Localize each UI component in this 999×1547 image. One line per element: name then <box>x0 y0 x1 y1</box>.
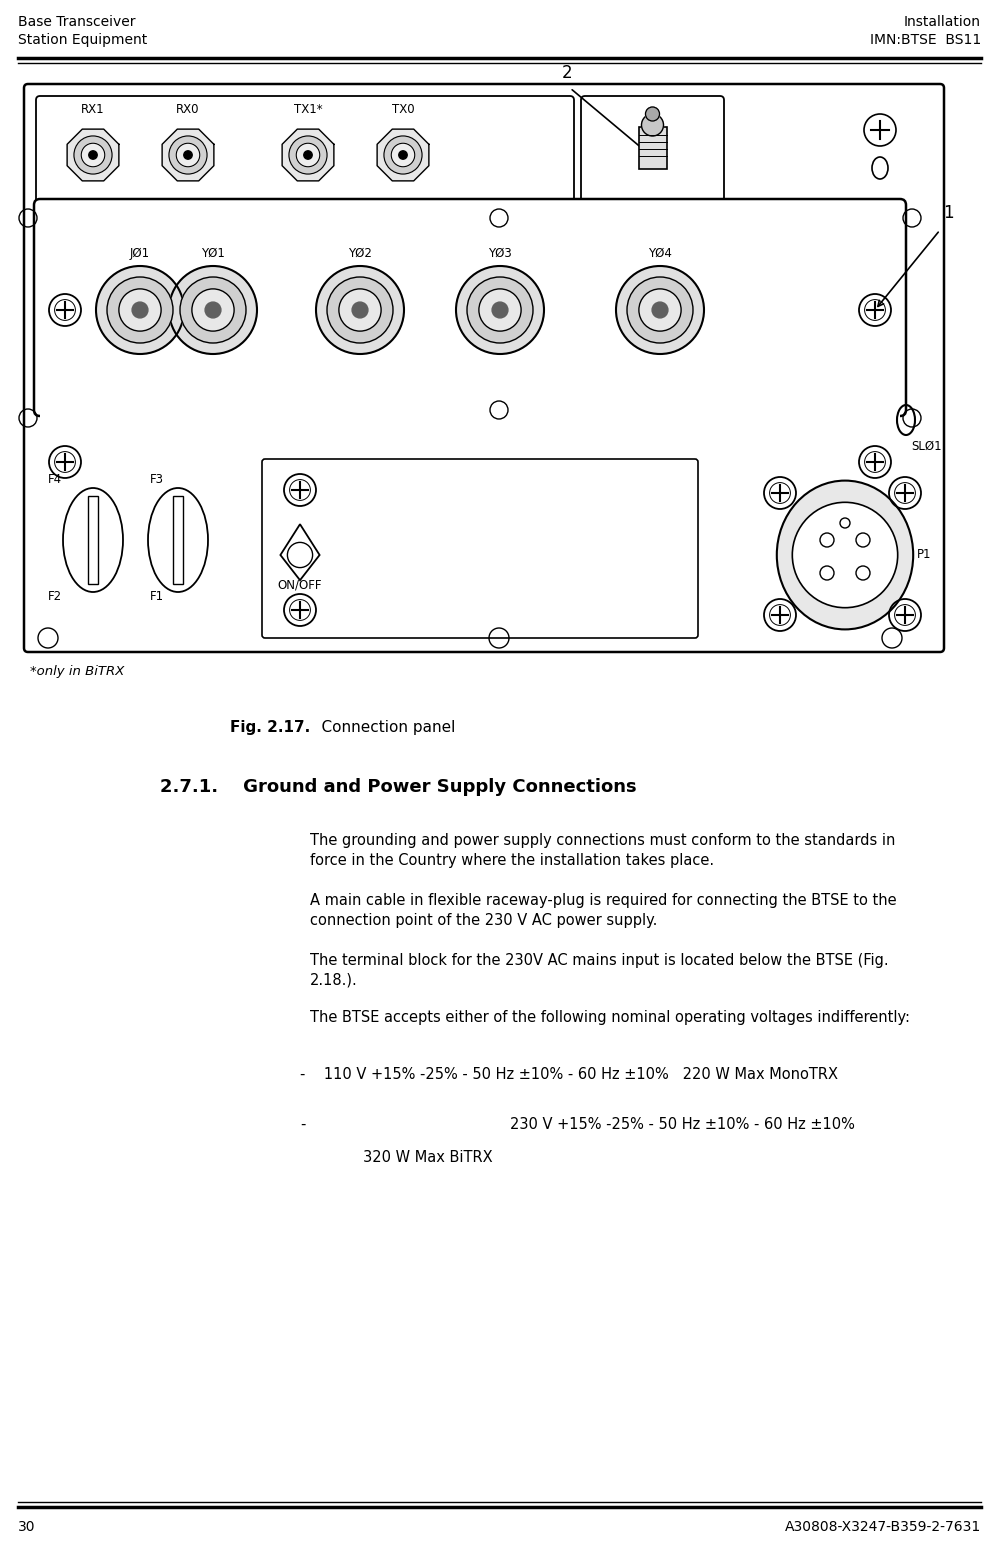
FancyBboxPatch shape <box>581 96 724 204</box>
Text: IMN:BTSE  BS11: IMN:BTSE BS11 <box>870 32 981 46</box>
Circle shape <box>840 518 850 528</box>
FancyBboxPatch shape <box>262 459 698 637</box>
Polygon shape <box>67 128 119 181</box>
Circle shape <box>205 302 221 319</box>
Text: Station Equipment: Station Equipment <box>18 32 147 46</box>
FancyBboxPatch shape <box>36 96 574 204</box>
Text: -: - <box>300 1117 306 1132</box>
Text: F3: F3 <box>150 473 164 486</box>
Text: The terminal block for the 230V AC mains input is located below the BTSE (Fig.
2: The terminal block for the 230V AC mains… <box>310 953 889 989</box>
Text: YØ2: YØ2 <box>348 248 372 260</box>
Circle shape <box>641 114 663 136</box>
Circle shape <box>479 289 521 331</box>
Circle shape <box>184 150 192 159</box>
Text: A30808-X3247-B359-2-7631: A30808-X3247-B359-2-7631 <box>785 1521 981 1535</box>
Circle shape <box>316 266 404 354</box>
Text: TX1*: TX1* <box>294 104 323 116</box>
Bar <box>173 495 183 585</box>
Circle shape <box>616 266 704 354</box>
Text: 230 V +15% -25% - 50 Hz ±10% - 60 Hz ±10%: 230 V +15% -25% - 50 Hz ±10% - 60 Hz ±10… <box>510 1117 855 1132</box>
Text: *only in BiTRX: *only in BiTRX <box>30 665 124 678</box>
Circle shape <box>169 136 207 175</box>
Circle shape <box>288 543 313 568</box>
Bar <box>638 127 666 169</box>
Text: Fig. 2.17.: Fig. 2.17. <box>230 719 311 735</box>
Text: 1: 1 <box>943 204 953 223</box>
Circle shape <box>856 566 870 580</box>
Circle shape <box>339 289 382 331</box>
Circle shape <box>119 289 161 331</box>
Circle shape <box>856 534 870 548</box>
Text: The grounding and power supply connections must conform to the standards in
forc: The grounding and power supply connectio… <box>310 832 895 868</box>
Text: RX0: RX0 <box>176 104 200 116</box>
Bar <box>40 410 900 463</box>
Text: 2: 2 <box>561 63 572 82</box>
Text: SLØ1: SLØ1 <box>911 439 942 453</box>
Text: The BTSE accepts either of the following nominal operating voltages indifferentl: The BTSE accepts either of the following… <box>310 1010 910 1026</box>
Text: A main cable in flexible raceway-plug is required for connecting the BTSE to the: A main cable in flexible raceway-plug is… <box>310 893 897 928</box>
Text: 2.7.1.    Ground and Power Supply Connections: 2.7.1. Ground and Power Supply Connectio… <box>160 778 636 797</box>
Circle shape <box>176 144 200 167</box>
Text: JØ1: JØ1 <box>130 248 150 260</box>
Circle shape <box>639 289 681 331</box>
Circle shape <box>399 150 408 159</box>
Circle shape <box>132 302 148 319</box>
Ellipse shape <box>777 481 913 630</box>
Polygon shape <box>162 128 214 181</box>
Bar <box>88 495 98 585</box>
Circle shape <box>352 302 368 319</box>
Circle shape <box>456 266 544 354</box>
Polygon shape <box>282 128 334 181</box>
Circle shape <box>289 136 327 175</box>
Circle shape <box>89 150 97 159</box>
Text: Connection panel: Connection panel <box>302 719 456 735</box>
Text: TX0: TX0 <box>392 104 415 116</box>
Circle shape <box>192 289 234 331</box>
Text: Base Transceiver: Base Transceiver <box>18 15 136 29</box>
Text: YØ4: YØ4 <box>648 248 672 260</box>
Circle shape <box>820 566 834 580</box>
Circle shape <box>81 144 105 167</box>
Polygon shape <box>281 524 320 580</box>
Text: F2: F2 <box>48 589 62 603</box>
Text: F4: F4 <box>48 473 62 486</box>
Circle shape <box>792 503 898 608</box>
Text: 320 W Max BiTRX: 320 W Max BiTRX <box>340 1149 493 1165</box>
Circle shape <box>652 302 668 319</box>
Circle shape <box>467 277 533 343</box>
Circle shape <box>645 107 659 121</box>
Text: 30: 30 <box>18 1521 36 1535</box>
Circle shape <box>96 266 184 354</box>
Circle shape <box>493 302 507 319</box>
Text: F1: F1 <box>150 589 164 603</box>
Ellipse shape <box>63 487 123 593</box>
Text: ON/OFF: ON/OFF <box>278 579 323 591</box>
FancyBboxPatch shape <box>34 200 906 416</box>
Circle shape <box>327 277 393 343</box>
Text: -    110 V +15% -25% - 50 Hz ±10% - 60 Hz ±10%   220 W Max MonoTRX: - 110 V +15% -25% - 50 Hz ±10% - 60 Hz ±… <box>300 1067 838 1081</box>
Polygon shape <box>378 128 429 181</box>
Ellipse shape <box>148 487 208 593</box>
Circle shape <box>169 266 257 354</box>
Text: YØ1: YØ1 <box>201 248 225 260</box>
Circle shape <box>180 277 246 343</box>
Circle shape <box>74 136 112 175</box>
Circle shape <box>384 136 422 175</box>
Text: Installation: Installation <box>904 15 981 29</box>
Circle shape <box>820 534 834 548</box>
FancyBboxPatch shape <box>24 84 944 651</box>
Circle shape <box>304 150 313 159</box>
Circle shape <box>107 277 173 343</box>
Circle shape <box>627 277 693 343</box>
Text: YØ3: YØ3 <box>489 248 511 260</box>
Text: P1: P1 <box>917 549 931 562</box>
Circle shape <box>392 144 415 167</box>
Circle shape <box>297 144 320 167</box>
Text: RX1: RX1 <box>81 104 105 116</box>
